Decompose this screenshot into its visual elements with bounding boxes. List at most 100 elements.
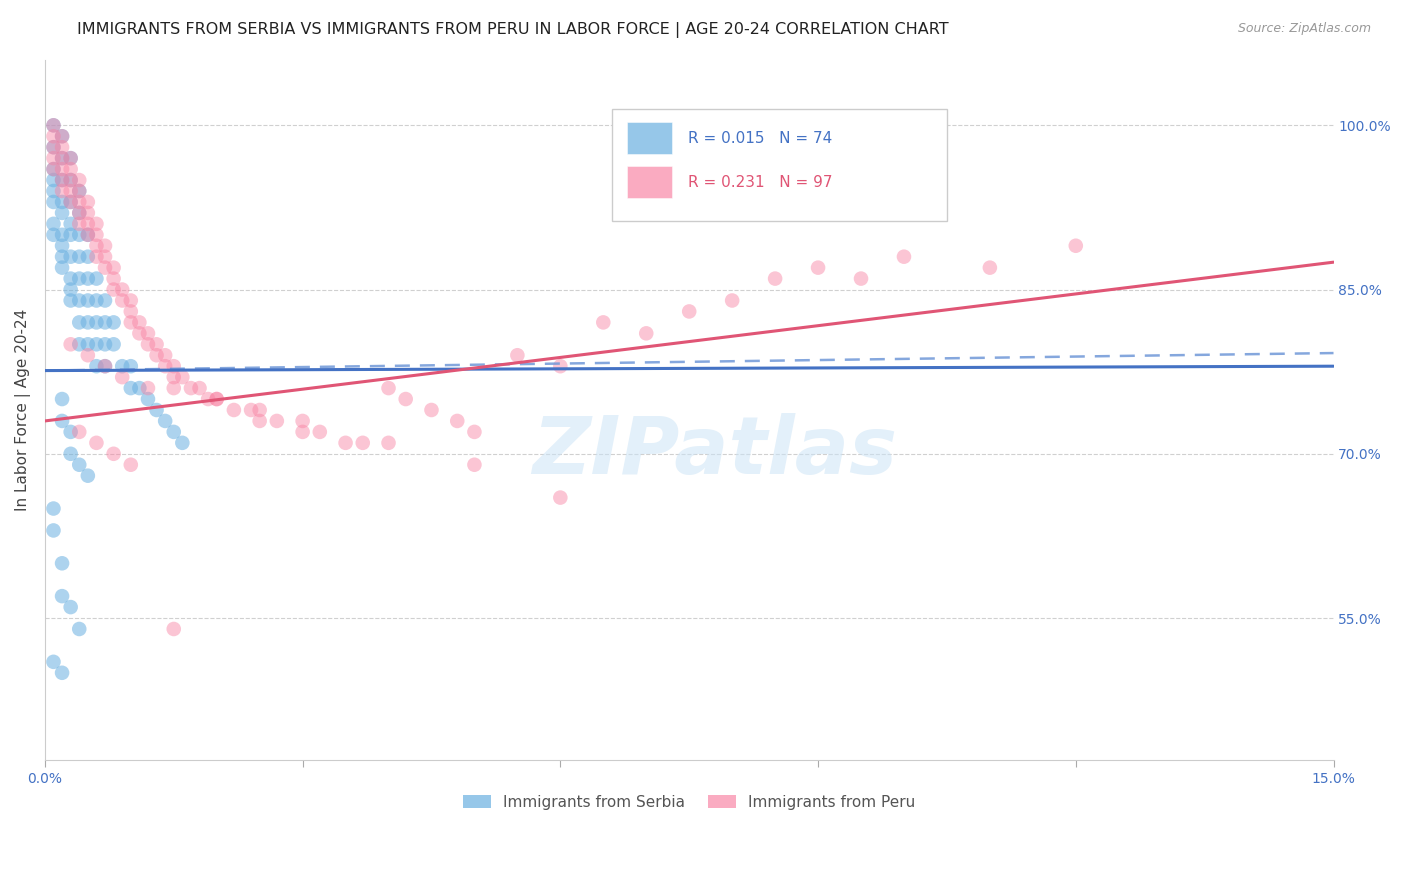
Point <box>42 162 65 177</box>
Point <box>240 403 263 417</box>
Point <box>59 227 82 242</box>
Point <box>111 359 134 374</box>
Point <box>76 468 98 483</box>
Point <box>636 326 658 341</box>
Point <box>94 315 117 329</box>
Point <box>51 589 73 603</box>
Point <box>67 227 90 242</box>
Point <box>136 381 159 395</box>
Point <box>103 283 125 297</box>
Point <box>377 435 399 450</box>
Point <box>76 250 98 264</box>
Point <box>67 194 90 209</box>
Point <box>678 304 700 318</box>
Point <box>42 501 65 516</box>
Point <box>67 184 90 198</box>
Point <box>59 194 82 209</box>
Point <box>849 271 872 285</box>
Point <box>76 227 98 242</box>
Point <box>59 194 82 209</box>
Point <box>163 370 186 384</box>
Point <box>59 173 82 187</box>
Point <box>308 425 330 439</box>
Point <box>59 217 82 231</box>
Point <box>94 359 117 374</box>
Point <box>145 348 167 362</box>
Point <box>103 315 125 329</box>
Point <box>550 491 572 505</box>
Point <box>506 348 529 362</box>
Point <box>222 403 245 417</box>
Point <box>291 414 314 428</box>
Point <box>86 435 108 450</box>
Point <box>94 337 117 351</box>
Point <box>42 140 65 154</box>
Point <box>42 194 65 209</box>
Point <box>120 304 142 318</box>
Point <box>51 392 73 406</box>
Point <box>163 381 186 395</box>
Point <box>51 556 73 570</box>
Point <box>86 337 108 351</box>
Point <box>59 250 82 264</box>
Point <box>550 359 572 374</box>
Point <box>136 337 159 351</box>
Point <box>42 118 65 132</box>
Point <box>111 293 134 308</box>
Point <box>42 129 65 144</box>
Point <box>94 238 117 252</box>
Point <box>42 184 65 198</box>
Point <box>807 260 830 275</box>
Point <box>205 392 228 406</box>
Point <box>763 271 786 285</box>
Point <box>463 425 485 439</box>
Point <box>592 315 614 329</box>
Point <box>446 414 468 428</box>
Point <box>42 655 65 669</box>
Point <box>721 293 744 308</box>
Point <box>59 337 82 351</box>
Point <box>153 348 176 362</box>
Point <box>67 206 90 220</box>
Point <box>76 293 98 308</box>
Point <box>163 359 186 374</box>
Point <box>111 283 134 297</box>
Point <box>59 425 82 439</box>
Point <box>120 293 142 308</box>
Point <box>86 217 108 231</box>
Point <box>111 370 134 384</box>
Point <box>51 414 73 428</box>
Point <box>249 403 271 417</box>
Point <box>86 227 108 242</box>
Point <box>42 140 65 154</box>
Point <box>51 151 73 165</box>
Point <box>76 206 98 220</box>
Point <box>59 184 82 198</box>
Point <box>103 271 125 285</box>
Point <box>67 206 90 220</box>
Point <box>67 250 90 264</box>
Point <box>352 435 374 450</box>
Point <box>145 337 167 351</box>
Text: ZIPatlas: ZIPatlas <box>533 413 897 491</box>
Point <box>67 315 90 329</box>
Point <box>67 293 90 308</box>
Point <box>103 260 125 275</box>
Point <box>59 293 82 308</box>
Point <box>188 381 211 395</box>
Point <box>893 250 915 264</box>
Point <box>120 458 142 472</box>
Point <box>51 250 73 264</box>
Point <box>67 173 90 187</box>
Point <box>59 162 82 177</box>
Point <box>59 447 82 461</box>
Point <box>51 173 73 187</box>
Point <box>103 447 125 461</box>
Point <box>120 359 142 374</box>
Legend: Immigrants from Serbia, Immigrants from Peru: Immigrants from Serbia, Immigrants from … <box>457 789 921 816</box>
Point <box>153 359 176 374</box>
Point <box>67 622 90 636</box>
Point <box>205 392 228 406</box>
Point <box>59 283 82 297</box>
Point <box>463 458 485 472</box>
